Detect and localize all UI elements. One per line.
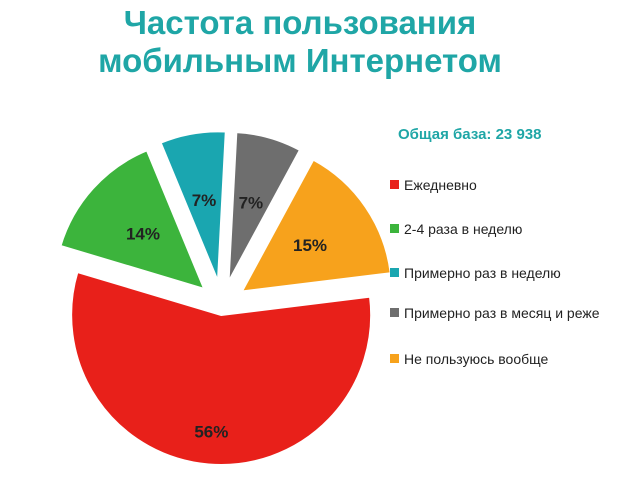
chart-title-line-1: Частота пользования	[123, 4, 477, 41]
legend-swatch-daily	[390, 180, 399, 189]
pie-slice-2-4-per-week	[59, 148, 206, 291]
chart-title: Частота пользования мобильным Интернетом	[0, 4, 600, 80]
legend-label-once-a-week: Примерно раз в неделю	[404, 265, 561, 281]
legend-label-2-4-per-week: 2-4 раза в неделю	[404, 221, 523, 237]
legend-item-not-used: Не пользуюсь вообще	[390, 350, 630, 368]
legend-item-2-4-per-week: 2-4 раза в неделю	[390, 220, 630, 238]
pie-slice-once-a-week	[159, 130, 227, 282]
legend-label-daily: Ежедневно	[404, 177, 477, 193]
legend-swatch-2-4-per-week	[390, 224, 399, 233]
legend-swatch-monthly-or-less	[390, 308, 399, 317]
pie-label-2-4-per-week: 14%	[126, 225, 160, 244]
pie-label-monthly-or-less: 7%	[239, 193, 264, 212]
legend-item-monthly-or-less: Примерно раз в месяц и реже	[390, 304, 630, 322]
pie-label-not-used: 15%	[293, 236, 327, 255]
pie-slice-not-used	[240, 158, 392, 293]
pie-slice-daily	[70, 270, 373, 466]
legend-swatch-not-used	[390, 354, 399, 363]
pie-slice-monthly-or-less	[227, 131, 302, 283]
pie-label-daily: 56%	[194, 423, 228, 442]
pie-label-once-a-week: 7%	[192, 191, 217, 210]
base-size-label: Общая база: 23 938	[398, 126, 542, 143]
chart-title-line-2: мобильным Интернетом	[98, 42, 502, 79]
legend-label-monthly-or-less: Примерно раз в месяц и реже	[404, 305, 600, 321]
legend-swatch-once-a-week	[390, 268, 399, 277]
legend-label-not-used: Не пользуюсь вообще	[404, 351, 549, 367]
legend-item-daily: Ежедневно	[390, 176, 630, 194]
legend-item-once-a-week: Примерно раз в неделю	[390, 264, 630, 282]
